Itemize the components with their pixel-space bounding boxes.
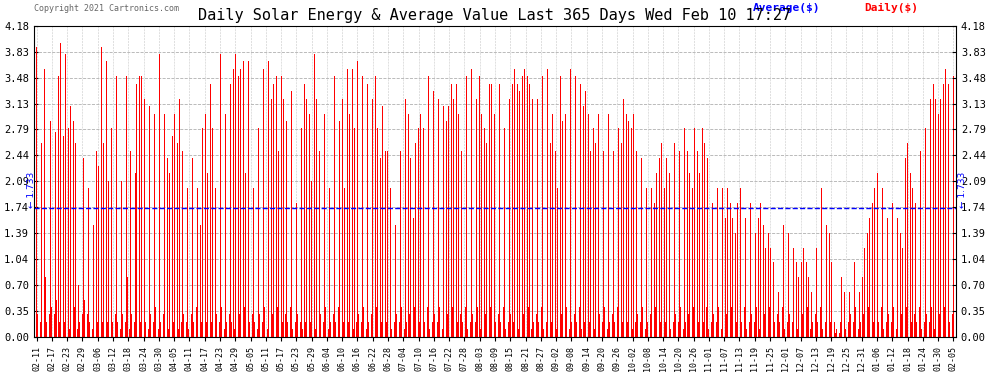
Text: ← 1.733: ← 1.733 (957, 172, 967, 208)
Text: Average($): Average($) (753, 3, 821, 13)
Text: Copyright 2021 Cartronics.com: Copyright 2021 Cartronics.com (34, 4, 179, 13)
Text: Daily($): Daily($) (864, 3, 918, 13)
Title: Daily Solar Energy & Average Value Last 365 Days Wed Feb 10 17:27: Daily Solar Energy & Average Value Last … (198, 8, 792, 23)
Text: ← 1.733: ← 1.733 (27, 172, 36, 208)
